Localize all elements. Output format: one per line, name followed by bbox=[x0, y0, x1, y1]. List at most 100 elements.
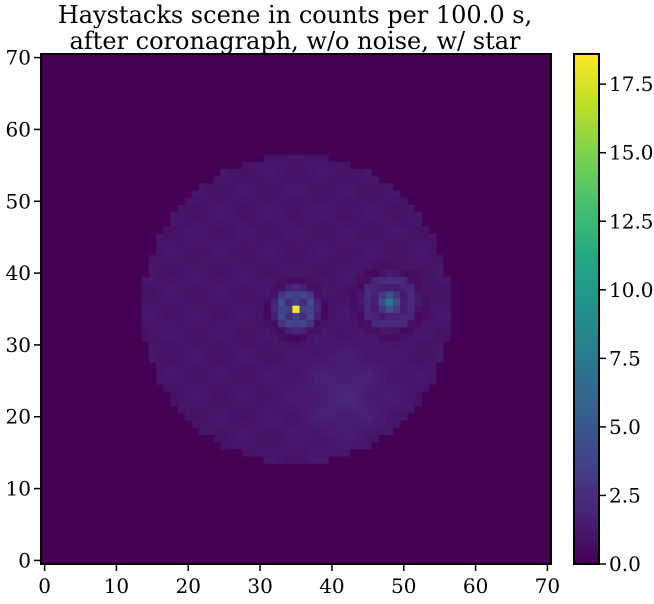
heatmap-cell bbox=[385, 405, 394, 414]
heatmap-cell bbox=[256, 305, 264, 313]
heatmap-cell bbox=[263, 312, 272, 321]
heatmap-cell bbox=[414, 240, 422, 249]
heatmap-cell bbox=[378, 240, 387, 249]
heatmap-cell bbox=[177, 312, 185, 321]
heatmap-cell bbox=[407, 291, 415, 299]
heatmap-cell bbox=[278, 190, 286, 198]
heatmap-cell bbox=[206, 269, 214, 277]
heatmap-cell bbox=[234, 276, 243, 285]
heatmap-cell bbox=[349, 298, 358, 306]
heatmap-cell bbox=[428, 319, 437, 328]
chart-title-line-2: after coronagraph, w/o noise, w/ star bbox=[69, 27, 521, 55]
heatmap-cell bbox=[249, 427, 257, 435]
heatmap-cell bbox=[428, 262, 437, 270]
heatmap-cell bbox=[328, 377, 336, 385]
heatmap-cell bbox=[220, 348, 229, 356]
heatmap-cell bbox=[321, 384, 329, 392]
heatmap-cell bbox=[256, 341, 264, 349]
heatmap-cell bbox=[306, 291, 315, 299]
heatmap-cell bbox=[371, 427, 379, 435]
heatmap-cell bbox=[364, 276, 372, 285]
heatmap-cell bbox=[148, 348, 157, 356]
heatmap-cell bbox=[299, 355, 308, 364]
y-tick-label: 40 bbox=[6, 261, 31, 285]
heatmap-cell bbox=[278, 456, 286, 464]
heatmap-cell bbox=[321, 334, 329, 342]
heatmap-cell bbox=[163, 319, 171, 328]
heatmap-cell bbox=[306, 341, 315, 349]
heatmap-cell bbox=[170, 370, 178, 378]
heatmap-cell bbox=[278, 370, 286, 378]
heatmap-cell bbox=[378, 312, 387, 321]
heatmap-cell bbox=[199, 377, 207, 385]
heatmap-cell bbox=[199, 212, 207, 220]
heatmap-cell bbox=[385, 427, 394, 435]
heatmap-cell bbox=[385, 190, 394, 198]
heatmap-cell bbox=[234, 226, 243, 234]
heatmap-cell bbox=[220, 240, 229, 249]
heatmap-cell bbox=[443, 298, 451, 306]
heatmap-cell bbox=[407, 212, 415, 220]
heatmap-cell bbox=[371, 377, 379, 385]
heatmap-cell bbox=[321, 441, 329, 450]
heatmap-cell bbox=[249, 240, 257, 249]
heatmap-cell bbox=[184, 384, 193, 392]
heatmap-cell bbox=[270, 427, 279, 435]
heatmap-cell bbox=[177, 298, 185, 306]
heatmap-cell bbox=[177, 319, 185, 328]
heatmap-cell bbox=[342, 240, 351, 249]
heatmap-cell bbox=[256, 298, 264, 306]
heatmap-cell bbox=[414, 291, 422, 299]
heatmap-cell bbox=[421, 226, 430, 234]
heatmap-cell bbox=[313, 291, 322, 299]
heatmap-cell bbox=[299, 240, 308, 249]
heatmap-cell bbox=[443, 283, 451, 292]
heatmap-cell bbox=[220, 276, 229, 285]
heatmap-cell bbox=[191, 262, 200, 270]
heatmap-cell bbox=[414, 312, 422, 321]
heatmap-cell bbox=[421, 247, 430, 256]
heatmap-cell bbox=[177, 334, 185, 342]
heatmap-cell bbox=[392, 391, 401, 400]
heatmap-cell bbox=[163, 370, 171, 378]
heatmap-cell bbox=[400, 197, 408, 206]
heatmap-cell bbox=[378, 262, 387, 270]
heatmap-cell bbox=[220, 262, 229, 270]
heatmap-cell bbox=[313, 413, 322, 421]
heatmap-cell bbox=[385, 420, 394, 428]
heatmap-cell bbox=[321, 405, 329, 414]
heatmap-cell bbox=[191, 291, 200, 299]
heatmap-cell bbox=[234, 240, 243, 249]
heatmap-cell bbox=[414, 326, 422, 335]
heatmap-cell bbox=[256, 449, 264, 457]
heatmap-cell bbox=[342, 298, 351, 306]
heatmap-cell bbox=[155, 334, 164, 342]
heatmap-cell bbox=[278, 226, 286, 234]
heatmap-cell bbox=[335, 197, 343, 206]
heatmap-cell bbox=[349, 255, 358, 263]
heatmap-cell bbox=[364, 413, 372, 421]
heatmap-cell bbox=[242, 190, 250, 198]
heatmap-cell bbox=[443, 334, 451, 342]
heatmap-cell bbox=[335, 326, 343, 335]
heatmap-cell bbox=[364, 362, 372, 371]
heatmap-cell bbox=[163, 276, 171, 285]
heatmap-cell bbox=[335, 298, 343, 306]
heatmap-cell bbox=[378, 283, 387, 292]
heatmap-cell bbox=[213, 233, 221, 242]
heatmap bbox=[41, 54, 551, 564]
heatmap-cell bbox=[170, 212, 178, 220]
heatmap-cell bbox=[263, 370, 272, 378]
heatmap-cell bbox=[278, 362, 286, 371]
heatmap-cell bbox=[400, 370, 408, 378]
heatmap-cell bbox=[392, 255, 401, 263]
heatmap-cell bbox=[299, 168, 308, 177]
heatmap-cell bbox=[335, 190, 343, 198]
heatmap-cell bbox=[371, 247, 379, 256]
heatmap-cell bbox=[407, 405, 415, 414]
heatmap-cell bbox=[242, 427, 250, 435]
heatmap-cell bbox=[421, 312, 430, 321]
heatmap-cell bbox=[349, 183, 358, 191]
heatmap-cell bbox=[313, 247, 322, 256]
heatmap-cell bbox=[270, 449, 279, 457]
